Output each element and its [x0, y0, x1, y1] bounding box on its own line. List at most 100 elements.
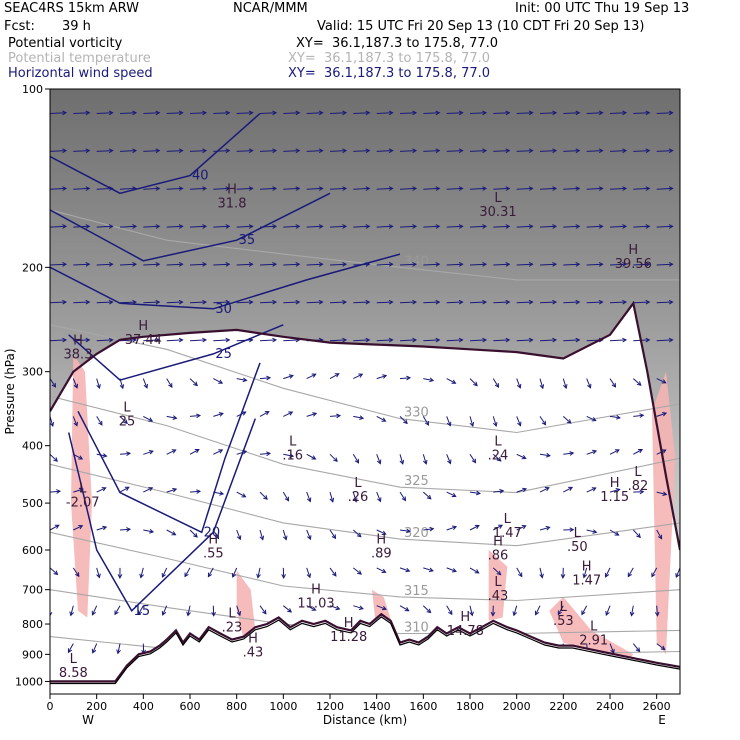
- wind-vector-head: [318, 110, 324, 116]
- wind-vector-head: [692, 300, 696, 304]
- wind-vector: [282, 529, 287, 540]
- wind-vector: [212, 529, 219, 539]
- wind-vector-head: [78, 487, 84, 493]
- wind-vector-head: [654, 611, 660, 617]
- wind-vector-head: [116, 649, 121, 655]
- wind-vector: [306, 263, 323, 266]
- wind-vector-head: [657, 534, 663, 540]
- wind-vector-head: [85, 148, 91, 154]
- wind-vector: [162, 567, 168, 578]
- wind-vector: [563, 339, 580, 342]
- wind-vector: [213, 412, 224, 417]
- wind-vector: [166, 263, 183, 266]
- wind-vector: [259, 411, 270, 417]
- extremum-kind-label: H: [610, 476, 620, 491]
- extremum-kind-label: H: [208, 533, 218, 548]
- wind-vector: [423, 301, 440, 304]
- extremum-kind-label: L: [494, 191, 502, 206]
- wind-vector: [207, 567, 214, 577]
- wind-vector-head: [85, 186, 91, 191]
- wind-vector-head: [69, 611, 74, 617]
- wind-vector-head: [512, 611, 518, 617]
- wind-vector-head: [575, 186, 581, 191]
- wind-vector-head: [50, 611, 53, 617]
- wind-vector-head: [482, 148, 488, 154]
- wind-vector-head: [622, 299, 628, 305]
- wind-vector: [446, 567, 457, 572]
- wind-vector: [353, 301, 370, 304]
- wind-vector: [633, 187, 650, 190]
- wind-vector-head: [54, 524, 60, 529]
- wind-vector: [50, 263, 67, 266]
- wind-vector-head: [155, 148, 161, 154]
- wind-vector-head: [295, 148, 301, 154]
- extremum-kind-label: H: [248, 632, 258, 647]
- wind-vector-head: [496, 570, 502, 576]
- wind-vector: [306, 605, 316, 611]
- wind-vector-head: [295, 299, 301, 305]
- wind-vector-head: [62, 337, 68, 343]
- wind-vector: [117, 643, 121, 654]
- wind-vector-head: [236, 535, 242, 541]
- x-tick-label: 1400: [363, 700, 391, 713]
- wind-vector-head: [123, 419, 128, 425]
- wind-vector: [213, 449, 223, 455]
- pv-shading-band: [652, 371, 676, 655]
- wind-vector-head: [53, 570, 59, 576]
- wind-vector: [679, 681, 680, 682]
- wind-vector: [143, 415, 153, 422]
- wind-vector: [353, 112, 370, 114]
- wind-vector: [137, 605, 144, 615]
- wind-vector-head: [490, 611, 496, 617]
- wind-vector: [609, 339, 627, 342]
- wind-vector: [656, 225, 673, 228]
- wind-vector-head: [332, 571, 337, 577]
- wind-vector-head: [318, 148, 324, 154]
- wind-vector-head: [451, 492, 457, 498]
- extremum-value-label: 2.91: [579, 633, 608, 648]
- extremum-value-label: .53: [553, 614, 574, 629]
- wind-vector-head: [446, 421, 452, 427]
- wind-vector: [283, 263, 300, 266]
- wind-vector-head: [272, 148, 278, 154]
- wind-vector: [376, 529, 386, 535]
- wind-vector: [446, 416, 451, 426]
- wind-vector-head: [448, 610, 453, 616]
- wind-vector-head: [172, 415, 178, 420]
- wind-vector-head: [568, 486, 574, 491]
- extremum-value-label: .23: [222, 621, 243, 636]
- wind-vector-head: [668, 261, 674, 267]
- wind-vector: [376, 339, 393, 342]
- wind-vector: [586, 263, 603, 266]
- wind-vector: [306, 567, 311, 578]
- wind-vector: [189, 449, 200, 455]
- wind-vector: [399, 187, 417, 190]
- wind-vector: [446, 150, 463, 152]
- wind-vector: [609, 150, 627, 152]
- wind-vector: [376, 454, 381, 464]
- wind-vector: [563, 112, 580, 114]
- wind-vector-head: [102, 453, 108, 458]
- wind-vector-head: [335, 605, 341, 611]
- wind-vector: [562, 378, 567, 389]
- y-tick-label: 200: [22, 261, 43, 274]
- wind-vector-head: [186, 611, 191, 617]
- wind-vector-head: [242, 377, 248, 383]
- wind-vector: [656, 263, 673, 266]
- wind-vector: [446, 491, 456, 497]
- wind-vector-head: [78, 455, 84, 460]
- wind-vector-head: [552, 186, 558, 191]
- wind-speed-contour-label: 30: [215, 302, 232, 317]
- wind-vector: [656, 112, 673, 114]
- wind-vector-head: [598, 186, 604, 191]
- wind-vector-head: [108, 337, 114, 343]
- theta-contour-label: 325: [404, 474, 429, 489]
- wind-vector-head: [645, 261, 651, 267]
- wind-vector: [493, 225, 510, 228]
- wind-vector-head: [342, 148, 348, 154]
- wind-vector-head: [426, 608, 432, 614]
- wind-vector-head: [575, 261, 581, 267]
- wind-vector-head: [62, 148, 68, 154]
- wind-vector-head: [272, 299, 278, 305]
